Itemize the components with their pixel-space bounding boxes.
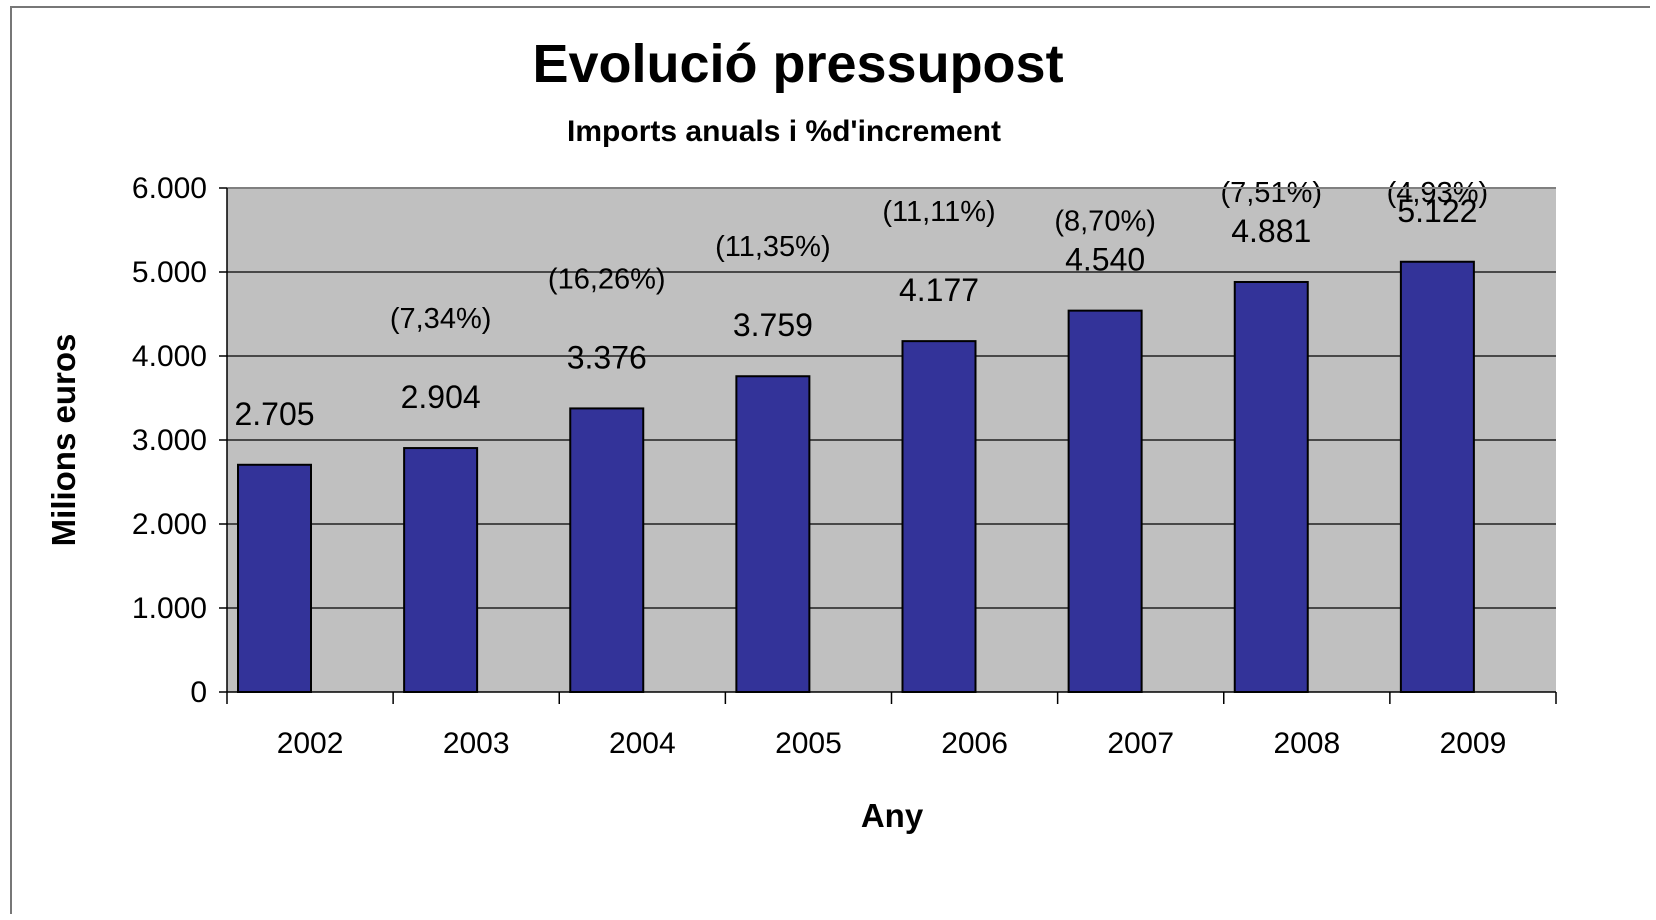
increment-label: (8,70%) <box>1054 206 1156 238</box>
value-label: 4.177 <box>899 272 979 308</box>
value-label: 4.540 <box>1065 242 1145 278</box>
bar-2006 <box>901 340 977 693</box>
axes: 0 1.000 2.000 3.000 4.000 5.000 6.000 2002 2003 2… <box>132 172 1557 760</box>
y-tick-label: 5.000 <box>132 256 207 289</box>
y-tick-label: 1.000 <box>132 592 207 625</box>
value-label: 5.122 <box>1397 193 1477 229</box>
chart-title: Evolució pressupost <box>532 34 1063 94</box>
value-label: 2.904 <box>401 379 481 415</box>
x-tick-label: 2007 <box>1107 727 1174 760</box>
y-tick-label: 0 <box>190 676 207 709</box>
y-tick-label: 4.000 <box>132 340 207 373</box>
x-tick-label: 2002 <box>277 727 344 760</box>
y-tick-label: 3.000 <box>132 424 207 457</box>
value-label: 4.881 <box>1231 213 1311 249</box>
x-tick-label: 2004 <box>609 727 676 760</box>
bar-2007 <box>1067 309 1143 693</box>
value-label: 2.705 <box>234 396 314 432</box>
increment-label: (7,34%) <box>390 303 492 335</box>
x-tick-label: 2003 <box>443 727 510 760</box>
bar-2002 <box>237 463 312 693</box>
bar-2003 <box>403 447 479 693</box>
increment-label: (11,35%) <box>715 231 831 263</box>
bar-2005 <box>735 375 811 693</box>
y-tick-label: 6.000 <box>132 172 207 205</box>
x-tick-label: 2008 <box>1273 727 1340 760</box>
y-axis-title: Milions euros <box>45 334 82 547</box>
x-tick-label: 2006 <box>941 727 1008 760</box>
increment-label: (4,93%) <box>1387 177 1489 209</box>
bar-2009 <box>1399 260 1475 693</box>
value-label: 3.376 <box>567 339 647 375</box>
bar-2004 <box>569 407 645 693</box>
y-tick-label: 2.000 <box>132 508 207 541</box>
x-tick-label: 2009 <box>1440 727 1507 760</box>
increment-label: (16,26%) <box>548 263 666 295</box>
bars <box>237 260 1475 693</box>
value-label: 3.759 <box>733 307 813 343</box>
data-labels: 2.705 2.904 (7,34%) 3.376 (16,26%) 3.759 (11,3… <box>234 177 1488 432</box>
x-tick-label: 2005 <box>775 727 842 760</box>
x-axis-title: Any <box>861 797 924 834</box>
increment-label: (7,51%) <box>1220 177 1322 209</box>
increment-label: (11,11%) <box>882 196 995 228</box>
chart-subtitle: Imports anuals i %d'increment <box>567 115 1001 148</box>
bar-2008 <box>1233 280 1309 693</box>
